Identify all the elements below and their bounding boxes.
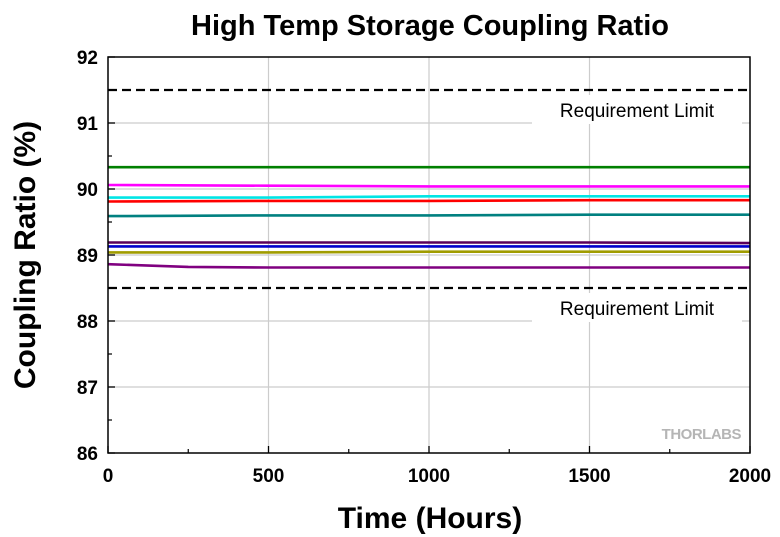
series-line-3 (108, 195, 750, 199)
series-line-5 (107, 213, 750, 218)
chart-title: High Temp Storage Coupling Ratio (191, 10, 669, 42)
series-line-9 (107, 262, 750, 269)
series-line-2 (107, 183, 750, 188)
y-tick-label: 89 (77, 246, 98, 267)
y-tick-label: 88 (77, 312, 98, 333)
x-axis-title: Time (Hours) (338, 502, 522, 535)
x-tick-labels: 0 500 1000 1500 2000 (103, 466, 771, 487)
axis-ticks (107, 56, 751, 454)
x-tick-label: 1000 (408, 466, 450, 487)
y-tick-label: 87 (77, 378, 98, 399)
requirement-limit-labels: Requirement Limit Requirement Limit (532, 95, 742, 322)
y-tick-label: 90 (77, 180, 98, 201)
requirement-limit-label: Requirement Limit (560, 299, 715, 320)
y-tick-label: 86 (77, 444, 98, 465)
y-tick-labels: 86 87 88 89 90 91 92 (77, 48, 99, 465)
x-tick-label: 0 (103, 466, 114, 487)
series-line-8 (108, 250, 750, 254)
x-tick-label: 500 (253, 466, 285, 487)
x-tick-label: 2000 (729, 466, 771, 487)
requirement-limit-label-bg (532, 293, 742, 322)
y-tick-label: 91 (77, 114, 99, 135)
x-tick-label: 1500 (568, 466, 610, 487)
y-axis-title: Coupling Ratio (%) (9, 121, 42, 389)
y-tick-label: 92 (77, 48, 98, 69)
series-line-4 (107, 198, 750, 203)
thorlabs-logo: THORLABS (662, 426, 742, 443)
requirement-limit-label-bg (532, 95, 742, 124)
series-lines (107, 165, 751, 269)
requirement-limit-label: Requirement Limit (560, 101, 715, 122)
requirement-limits (108, 88, 750, 290)
series-line-6 (108, 241, 751, 245)
